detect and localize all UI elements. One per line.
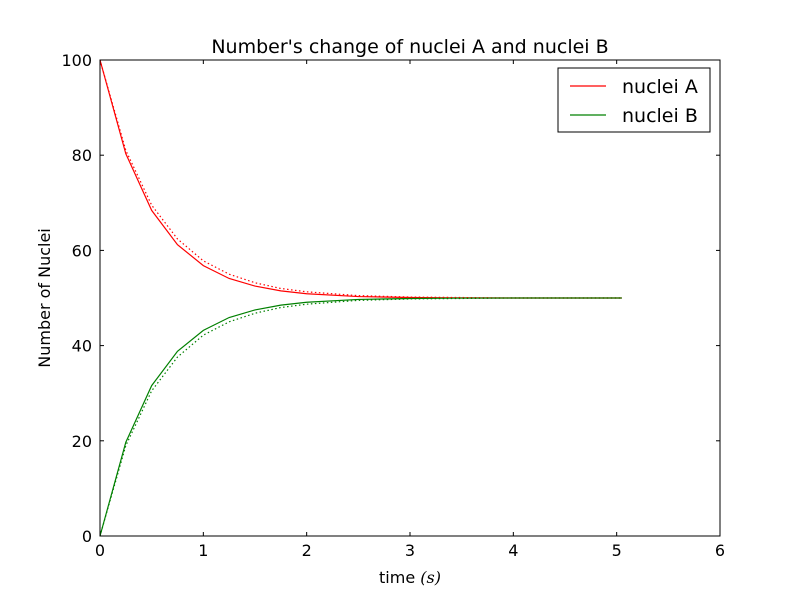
x-tick-label: 5 bbox=[612, 541, 622, 560]
x-tick-label: 4 bbox=[508, 541, 518, 560]
y-tick-label: 60 bbox=[72, 241, 92, 260]
y-tick-label: 40 bbox=[72, 337, 92, 356]
legend-box bbox=[557, 67, 711, 133]
x-tick-label: 2 bbox=[302, 541, 312, 560]
y-tick-label: 100 bbox=[61, 51, 92, 70]
series-layer bbox=[99, 59, 622, 537]
y-axis-label: Number of Nuclei bbox=[35, 228, 54, 368]
x-tick-label: 3 bbox=[405, 541, 415, 560]
x-tick-label: 0 bbox=[95, 541, 105, 560]
dotted-series-line-3 bbox=[99, 297, 622, 537]
x-tick-label: 6 bbox=[715, 541, 725, 560]
y-tick-label: 0 bbox=[82, 527, 92, 546]
x-tick-label: 1 bbox=[198, 541, 208, 560]
x-axis-label: time (s) bbox=[379, 568, 441, 587]
legend: nuclei A nuclei B bbox=[557, 67, 711, 133]
y-tick-label: 20 bbox=[72, 432, 92, 451]
legend-label: nuclei A bbox=[622, 76, 698, 98]
y-tick-label: 80 bbox=[72, 146, 92, 165]
legend-label: nuclei B bbox=[622, 105, 698, 127]
chart-title: Number's change of nuclei A and nuclei B bbox=[211, 36, 608, 58]
